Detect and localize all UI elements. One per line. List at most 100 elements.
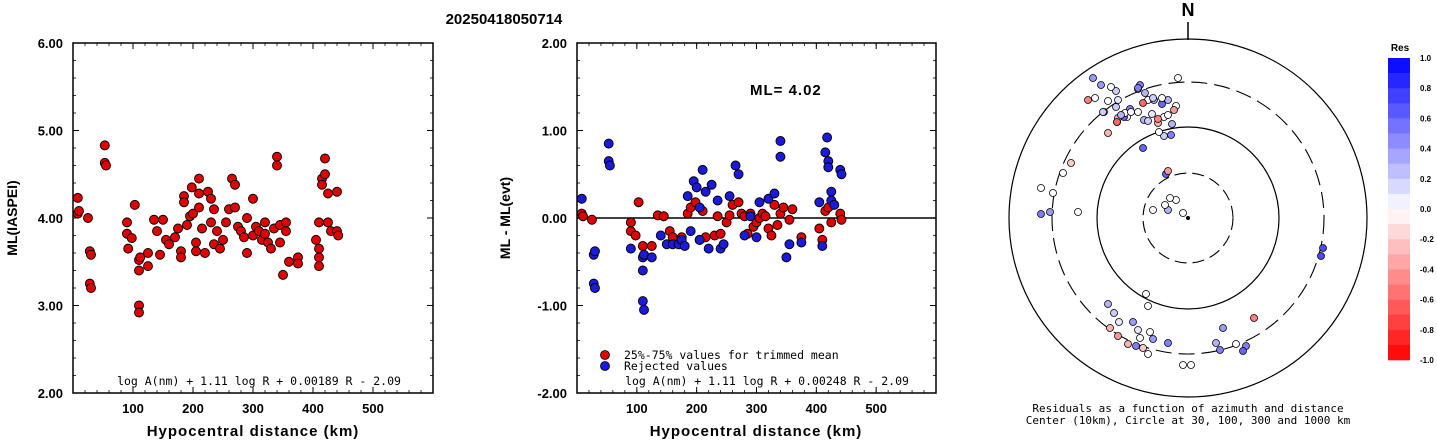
used-point (715, 228, 726, 239)
y-tick-label: -2.00 (537, 386, 567, 401)
data-point (194, 173, 204, 184)
rejected-point (625, 243, 636, 254)
data-point (135, 252, 146, 263)
colorbar-tick-label: 0.2 (1420, 175, 1432, 184)
residual-point (1139, 344, 1147, 352)
used-point (772, 220, 783, 230)
colorbar: Res 1.0 0.8 0.6 0.4 0.2 0.0 -0.2 -0.4 -0.6 -0.8 -1… (1388, 43, 1434, 365)
colorbar-cell (1388, 58, 1410, 74)
used-point (658, 211, 669, 222)
epicenter-marker (1186, 216, 1190, 220)
residual-point (1115, 318, 1123, 326)
rejected-point (733, 169, 744, 180)
rejected-point (604, 160, 615, 171)
data-point (320, 153, 330, 164)
data-point (311, 234, 321, 245)
legend-used-marker (600, 350, 610, 360)
data-point (242, 213, 252, 223)
colorbar-cell (1388, 344, 1410, 361)
polar-caption-line1: Residuals as a function of azimuth and d… (1032, 402, 1343, 415)
data-point (182, 220, 192, 230)
data-point (209, 204, 219, 215)
used-point (724, 210, 735, 221)
left-panel: ML(IASPEI) Hypocentral distance (km) log… (4, 36, 434, 440)
data-point (242, 248, 252, 258)
rejected-point (603, 138, 614, 149)
residual-point (1239, 347, 1247, 355)
left-axes: 2.00 3.00 4.00 5.00 6.00 100 200 300 400 500 (38, 36, 433, 416)
data-point (314, 243, 324, 254)
residual-point (1124, 340, 1132, 348)
data-point (188, 208, 198, 219)
middle-formula: log A(nm) + 1.11 log R + 0.00248 R - 2.0… (625, 374, 909, 388)
used-point (633, 197, 644, 208)
residual-point (1144, 350, 1152, 358)
residual-point (1164, 167, 1172, 175)
residual-point (1319, 244, 1327, 252)
colorbar-tick-label: 0.0 (1420, 205, 1432, 214)
data-point (314, 261, 324, 272)
rejected-point (718, 239, 729, 250)
colorbar-tick-label: 1.0 (1420, 54, 1432, 63)
legend-rejected-label: Rejected values (624, 359, 728, 373)
residual-point (1129, 318, 1137, 326)
residual-point (1154, 115, 1162, 123)
data-point (323, 188, 333, 199)
data-point (164, 239, 174, 250)
rejected-point (724, 191, 735, 202)
used-point (625, 217, 636, 228)
rejected-point (655, 230, 666, 241)
rejected-point (590, 283, 600, 293)
colorbar-cell (1388, 314, 1410, 331)
data-point (320, 169, 330, 180)
data-point (83, 213, 93, 223)
residual-point (1179, 361, 1187, 369)
data-point (101, 160, 111, 171)
residual-point (1139, 99, 1147, 107)
residual-point (1168, 120, 1176, 128)
residual-point (1091, 94, 1099, 102)
residual-point (1127, 108, 1135, 116)
data-point (134, 307, 144, 318)
rejected-point (836, 169, 847, 180)
y-tick-label: 2.00 (542, 36, 567, 51)
residual-point (1212, 339, 1220, 347)
colorbar-ticks: 1.0 0.8 0.6 0.4 0.2 0.0 -0.2 -0.4 -0.6 -0.8 -1.0 (1420, 54, 1434, 365)
residual-point (1187, 361, 1195, 369)
rejected-point (739, 230, 750, 241)
residual-point (1084, 96, 1092, 104)
rejected-point (751, 232, 762, 243)
data-point (260, 228, 270, 239)
used-point (760, 211, 771, 222)
legend-used-label: 25%-75% values for trimmed mean (624, 348, 839, 362)
residual-point (1107, 83, 1115, 91)
rejected-point (682, 191, 693, 202)
residual-point (1089, 74, 1097, 82)
data-point (206, 193, 216, 204)
colorbar-cell (1388, 269, 1410, 285)
used-point (784, 214, 795, 225)
middle-points (576, 132, 847, 315)
data-point (323, 217, 333, 228)
residual-point (1097, 81, 1105, 89)
residual-point (1149, 94, 1157, 102)
y-tick-label: 2.00 (38, 386, 63, 401)
used-point (733, 197, 744, 208)
ml-label: ML= 4.02 (750, 82, 822, 99)
data-point (206, 217, 216, 228)
used-point (787, 204, 798, 215)
polar-panel: N Residuals as a function of azimuth and… (1008, 0, 1368, 427)
data-point (293, 258, 303, 269)
residual-point (1164, 111, 1172, 119)
residual-point (1104, 97, 1112, 105)
rejected-point (694, 202, 705, 213)
rejected-point (745, 211, 756, 222)
y-tick-label: 6.00 (38, 36, 63, 51)
rejected-point (814, 197, 825, 208)
data-point (123, 243, 134, 254)
y-tick-label: 1.00 (542, 124, 567, 139)
residual-point (1117, 111, 1125, 119)
data-point (230, 202, 240, 213)
colorbar-tick-label: -1.0 (1420, 356, 1434, 365)
